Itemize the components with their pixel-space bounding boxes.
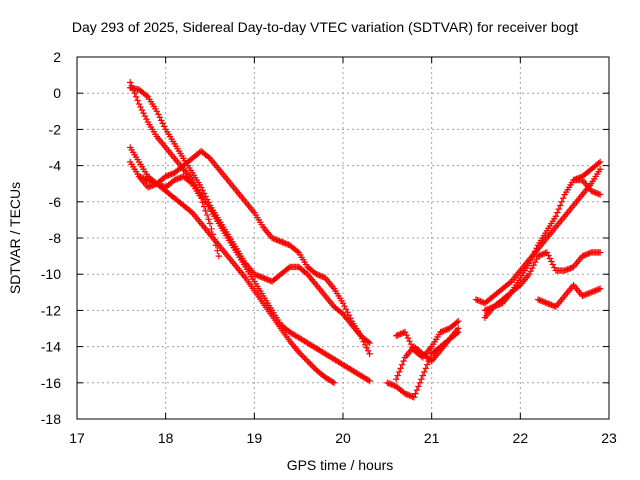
data-marker-group (481, 249, 604, 314)
y-tick-label: -4 (49, 158, 62, 174)
y-tick-label: -8 (49, 230, 62, 246)
series-track-l (534, 281, 604, 310)
y-tick-label: 0 (53, 85, 61, 101)
series-track-m (570, 176, 604, 198)
x-axis-label: GPS time / hours (287, 457, 394, 473)
data-marker-group (135, 173, 223, 260)
y-tick-label: -10 (41, 266, 61, 282)
data-marker-group (127, 79, 373, 385)
y-tick-label: -2 (49, 121, 62, 137)
y-tick-label: 2 (53, 49, 61, 65)
data-marker-group (472, 166, 604, 307)
data-marker-group (534, 281, 604, 310)
series-track-i (472, 166, 604, 307)
data-marker-group (393, 328, 462, 383)
y-tick-label: -14 (41, 339, 61, 355)
y-tick-label: -12 (41, 302, 61, 318)
y-tick-label: -18 (41, 411, 61, 427)
series-track-d (127, 147, 373, 358)
chart-title: Day 293 of 2025, Sidereal Day-to-day VTE… (72, 19, 578, 35)
data-marker-group (127, 84, 373, 347)
x-tick-label: 22 (513, 430, 529, 446)
axis-ticks (76, 56, 610, 420)
data-marker-group (127, 147, 373, 358)
series-track-e (135, 173, 223, 260)
y-axis-label: SDTVAR / TECUs (7, 182, 23, 294)
x-tick-label: 19 (247, 430, 263, 446)
y-tick-labels: 2 0 -2 -4 -6 -8 -10 -12 -14 -16 -18 (41, 49, 61, 427)
y-tick-label: -6 (49, 194, 62, 210)
series-track-h (393, 328, 462, 383)
grid-lines (77, 57, 609, 419)
x-tick-labels: 17 18 19 20 21 22 23 (69, 430, 617, 446)
data-marker-group (570, 176, 604, 198)
x-tick-label: 17 (69, 430, 85, 446)
series-track-c (127, 84, 373, 347)
x-tick-label: 23 (601, 430, 617, 446)
series-track-b (127, 79, 373, 385)
x-tick-label: 20 (335, 430, 351, 446)
x-tick-label: 21 (424, 430, 440, 446)
data-points (127, 79, 604, 401)
series-track-k (481, 249, 604, 314)
y-tick-label: -16 (41, 375, 61, 391)
x-tick-label: 18 (158, 430, 174, 446)
